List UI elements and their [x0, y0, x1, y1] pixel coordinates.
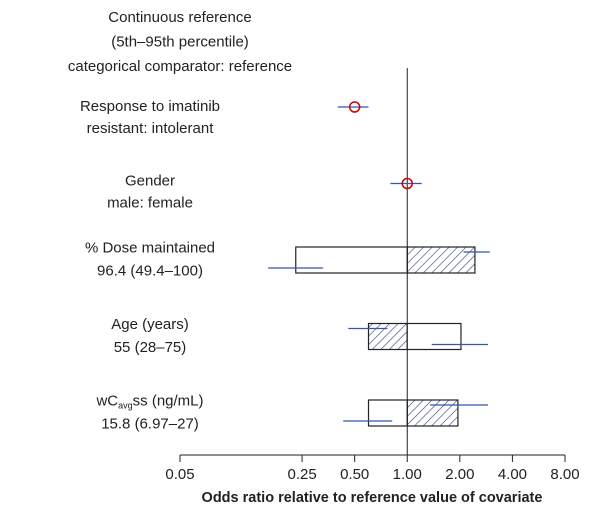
row-label: 55 (28–75) — [114, 339, 187, 356]
effect-box — [406, 246, 476, 274]
row-label: 15.8 (6.97–27) — [101, 415, 199, 432]
row-label-part: wC — [95, 392, 118, 409]
x-tick-label: 0.05 — [165, 466, 194, 483]
row-label: 96.4 (49.4–100) — [97, 262, 203, 279]
point-estimate — [401, 177, 414, 190]
header-line: Continuous reference — [108, 9, 251, 26]
header-line: categorical comparator: reference — [68, 58, 292, 75]
point-estimate — [348, 101, 361, 113]
x-tick-label: 8.00 — [550, 466, 579, 483]
x-tick-label: 0.25 — [287, 466, 316, 483]
x-tick-label: 0.50 — [340, 466, 369, 483]
row-label-part: avg — [118, 401, 133, 411]
effect-box — [367, 322, 408, 351]
x-tick-label: 4.00 — [498, 466, 527, 483]
row-label: Age (years) — [111, 316, 189, 333]
row-label: Response to imatinib — [80, 98, 220, 115]
x-tick-label: 1.00 — [393, 466, 422, 483]
x-axis-label: Odds ratio relative to reference value o… — [202, 490, 543, 506]
effect-box — [406, 399, 459, 427]
effect-box — [406, 322, 462, 351]
row-label: wCavgss (ng/mL) — [95, 392, 203, 410]
x-tick-label: 2.00 — [445, 466, 474, 483]
row-label: male: female — [107, 194, 193, 211]
effect-box — [295, 246, 408, 274]
row-label-part: ss (ng/mL) — [133, 392, 204, 409]
header-line: (5th–95th percentile) — [111, 33, 249, 50]
row-label: resistant: intolerant — [87, 120, 215, 137]
effect-box — [367, 399, 408, 427]
row-label: Gender — [125, 172, 175, 189]
row-label: % Dose maintained — [85, 239, 215, 256]
